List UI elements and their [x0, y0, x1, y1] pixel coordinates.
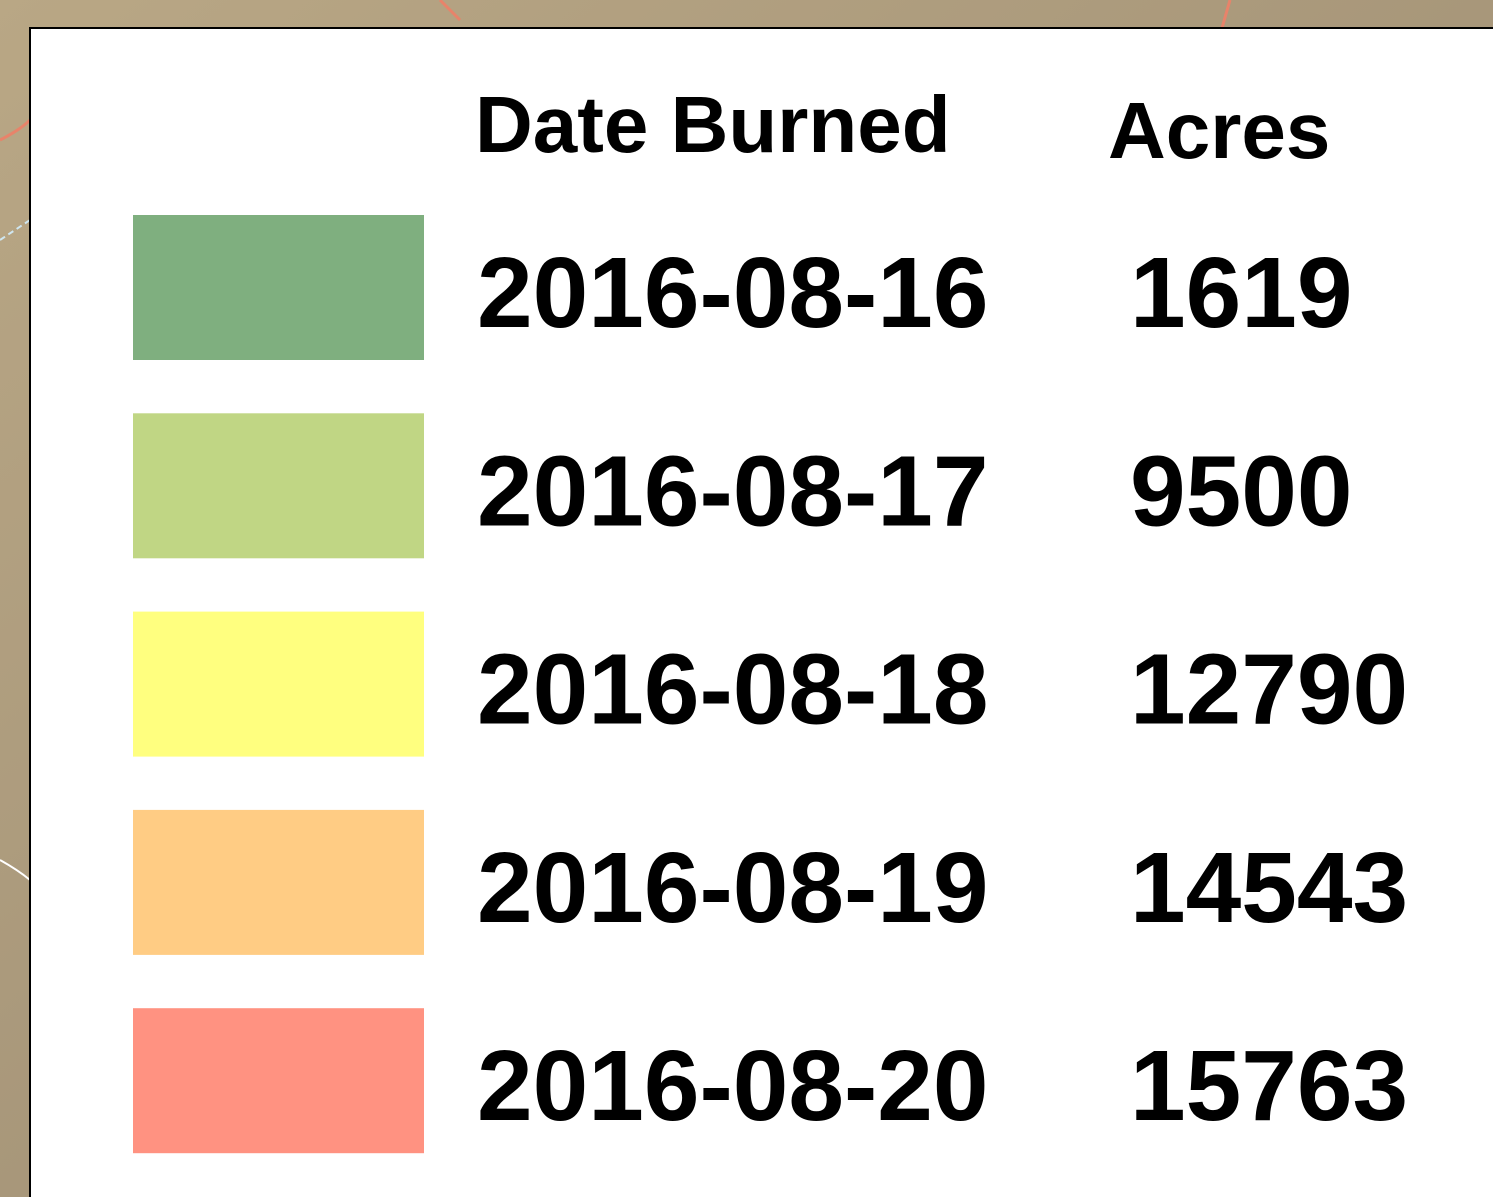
acres-header: Acres	[1108, 86, 1330, 175]
burn-date: 2016-08-18	[477, 634, 989, 746]
legend-swatch	[133, 215, 424, 360]
legend-swatch	[133, 1008, 424, 1153]
legend-swatch	[133, 810, 424, 955]
burn-date: 2016-08-20	[477, 1030, 989, 1142]
burned-acres: 12790	[1130, 634, 1408, 746]
burned-acres: 9500	[1130, 435, 1352, 547]
legend-swatch	[133, 612, 424, 757]
date-header: Date Burned	[475, 80, 951, 169]
burned-acres: 14543	[1130, 832, 1408, 944]
map-legend: Date Burned Acres 2016-08-16 1619 2016-08-…	[0, 0, 1493, 1197]
burn-date: 2016-08-16	[477, 237, 989, 349]
burned-acres: 15763	[1130, 1030, 1408, 1142]
burned-acres: 1619	[1130, 237, 1352, 349]
legend-swatch	[133, 413, 424, 558]
page: {"legend": { "headers": {"date": "Date B…	[0, 0, 1493, 1197]
burn-date: 2016-08-19	[477, 832, 989, 944]
burn-date: 2016-08-17	[477, 435, 989, 547]
